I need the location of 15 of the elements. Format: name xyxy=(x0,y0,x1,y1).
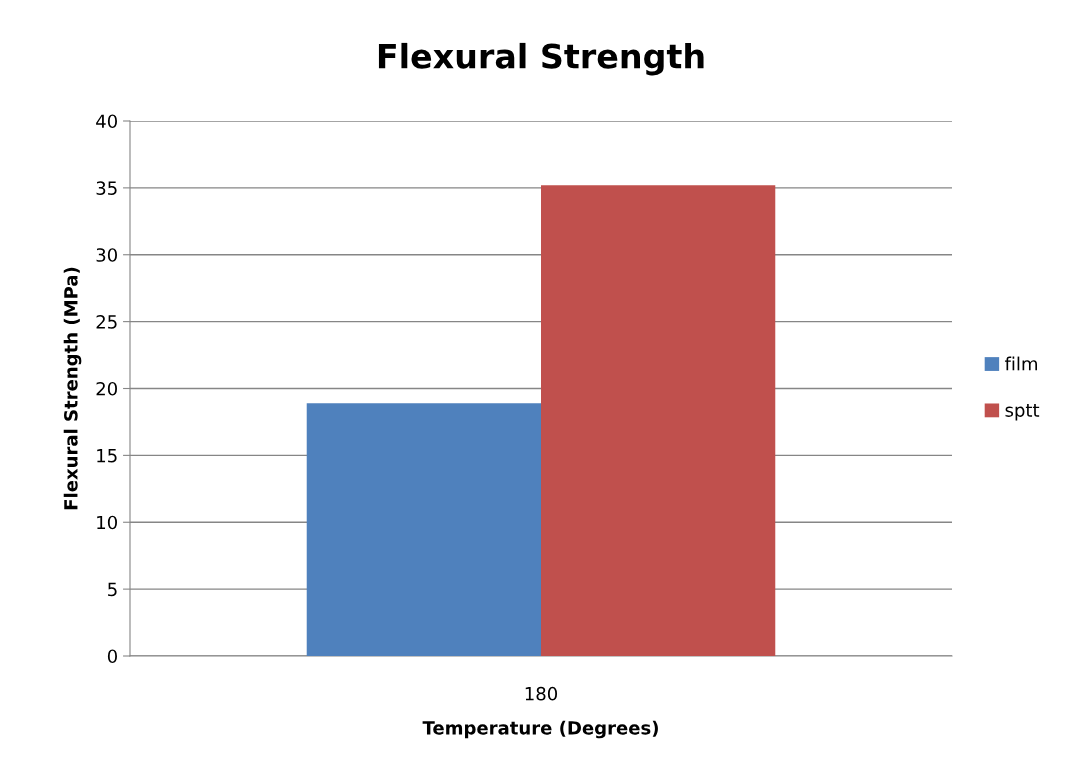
legend-label: sptt xyxy=(1005,403,1040,421)
y-tick-label: 25 xyxy=(96,315,117,329)
y-tick-label: 20 xyxy=(96,381,117,396)
y-tick-label: 35 xyxy=(96,181,117,195)
y-tick-label: 0 xyxy=(107,649,117,664)
chart-title: Flexural Strength xyxy=(378,42,704,76)
y-tick-label: 10 xyxy=(97,515,117,530)
y-axis-title: Flexural Strength (MPa) xyxy=(63,267,82,510)
x-axis-title: Temperature (Degrees) xyxy=(422,720,658,739)
y-tick-label: 30 xyxy=(96,248,117,262)
legend-label: film xyxy=(1004,356,1037,371)
y-tick-label: 5 xyxy=(108,582,117,597)
y-tick-label: 15 xyxy=(97,449,117,463)
y-tick-label: 40 xyxy=(96,114,117,129)
x-tick-label: 180 xyxy=(525,686,558,701)
